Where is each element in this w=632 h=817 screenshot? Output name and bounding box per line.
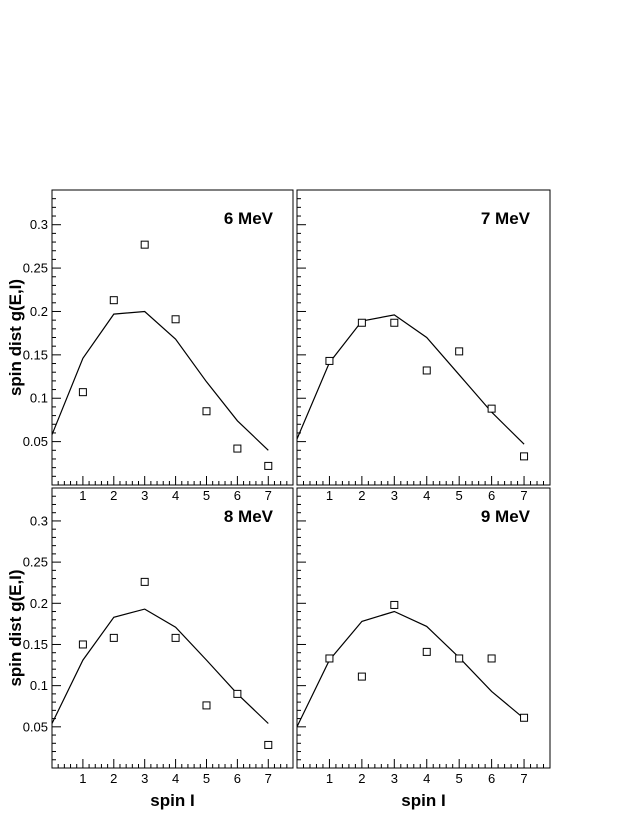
data-point xyxy=(390,600,399,609)
x-tick-label: 7 xyxy=(520,771,527,786)
x-tick-label: 2 xyxy=(110,488,117,503)
x-tick-label: 4 xyxy=(423,771,430,786)
x-tick-label: 6 xyxy=(488,771,495,786)
x-tick-label: 7 xyxy=(520,488,527,503)
x-tick-label: 5 xyxy=(456,771,463,786)
data-point xyxy=(455,654,464,663)
y-tick-label: 0.05 xyxy=(23,719,48,734)
x-tick-label: 5 xyxy=(456,488,463,503)
data-point xyxy=(325,654,334,663)
panel-title: 6 MeV xyxy=(224,209,274,228)
data-point xyxy=(78,640,87,649)
data-point xyxy=(422,366,431,375)
y-tick-label: 0.3 xyxy=(30,217,48,232)
data-point xyxy=(264,461,273,470)
panel-3: 0.05 0.1 0.15 0.2 0.25 0.3 1 2 3 4 5 6 7 8 MeV spin di… xyxy=(6,487,294,810)
data-point xyxy=(264,740,273,749)
data-point xyxy=(109,296,118,305)
data-point xyxy=(520,713,529,722)
y-axis-title: spin dist g(E,I) xyxy=(6,279,25,396)
data-point xyxy=(78,388,87,397)
data-point xyxy=(487,654,496,663)
x-tick-label: 7 xyxy=(265,488,272,503)
x-tick-label: 3 xyxy=(391,771,398,786)
panel-title: 7 MeV xyxy=(481,209,531,228)
x-tick-label: 3 xyxy=(141,771,148,786)
data-point xyxy=(202,701,211,710)
data-point xyxy=(390,318,399,327)
panel-4: 1 2 3 4 5 6 7 9 MeV spin I xyxy=(296,487,551,810)
data-point xyxy=(455,347,464,356)
y-tick-label: 0.1 xyxy=(30,678,48,693)
y-tick-label: 0.15 xyxy=(23,347,48,362)
x-tick-label: 5 xyxy=(203,771,210,786)
data-point xyxy=(357,672,366,681)
y-tick-label: 0.1 xyxy=(30,391,48,406)
data-point xyxy=(487,404,496,413)
x-tick-label: 3 xyxy=(141,488,148,503)
plot-frame xyxy=(296,189,551,486)
x-axis-title: spin I xyxy=(401,791,445,810)
y-tick-label: 0.25 xyxy=(23,261,48,276)
x-tick-label: 4 xyxy=(172,488,179,503)
y-tick-label: 0.05 xyxy=(23,434,48,449)
data-point xyxy=(202,407,211,416)
x-tick-label: 2 xyxy=(358,488,365,503)
x-tick-label: 1 xyxy=(79,771,86,786)
panel-title: 9 MeV xyxy=(481,507,531,526)
x-tick-label: 7 xyxy=(265,771,272,786)
data-point xyxy=(233,444,242,453)
x-tick-label: 1 xyxy=(326,771,333,786)
x-tick-label: 6 xyxy=(488,488,495,503)
panel-title: 8 MeV xyxy=(224,507,274,526)
y-axis-title: spin dist g(E,I) xyxy=(6,569,25,686)
data-point xyxy=(422,647,431,656)
model-curve xyxy=(296,610,525,728)
data-point xyxy=(140,240,149,249)
x-tick-label: 6 xyxy=(234,488,241,503)
x-tick-label: 5 xyxy=(203,488,210,503)
data-point xyxy=(520,452,529,461)
y-tick-label: 0.2 xyxy=(30,596,48,611)
y-tick-label: 0.25 xyxy=(23,555,48,570)
x-tick-label: 2 xyxy=(110,771,117,786)
data-point xyxy=(171,633,180,642)
plot-frame xyxy=(51,189,294,486)
data-point xyxy=(325,356,334,365)
y-tick-label: 0.15 xyxy=(23,637,48,652)
data-point xyxy=(171,315,180,324)
model-curve xyxy=(51,608,269,724)
data-point xyxy=(109,633,118,642)
x-tick-label: 1 xyxy=(326,488,333,503)
panel-2: 1 2 3 4 5 6 7 7 MeV xyxy=(296,189,551,503)
plot-frame xyxy=(296,487,551,769)
x-axis-title: spin I xyxy=(150,791,194,810)
data-point xyxy=(233,689,242,698)
x-tick-label: 2 xyxy=(358,771,365,786)
panel-1: 0.05 0.1 0.15 0.2 0.25 0.3 1 2 3 4 5 6 7 6 MeV spin di… xyxy=(6,189,294,503)
data-point xyxy=(357,318,366,327)
model-curve xyxy=(296,314,525,445)
y-tick-label: 0.3 xyxy=(30,513,48,528)
model-curve xyxy=(51,310,269,451)
x-tick-label: 1 xyxy=(79,488,86,503)
x-tick-label: 4 xyxy=(172,771,179,786)
data-point xyxy=(140,577,149,586)
plot-frame xyxy=(51,487,294,769)
y-tick-label: 0.2 xyxy=(30,304,48,319)
x-tick-label: 3 xyxy=(391,488,398,503)
x-tick-label: 4 xyxy=(423,488,430,503)
x-tick-label: 6 xyxy=(234,771,241,786)
